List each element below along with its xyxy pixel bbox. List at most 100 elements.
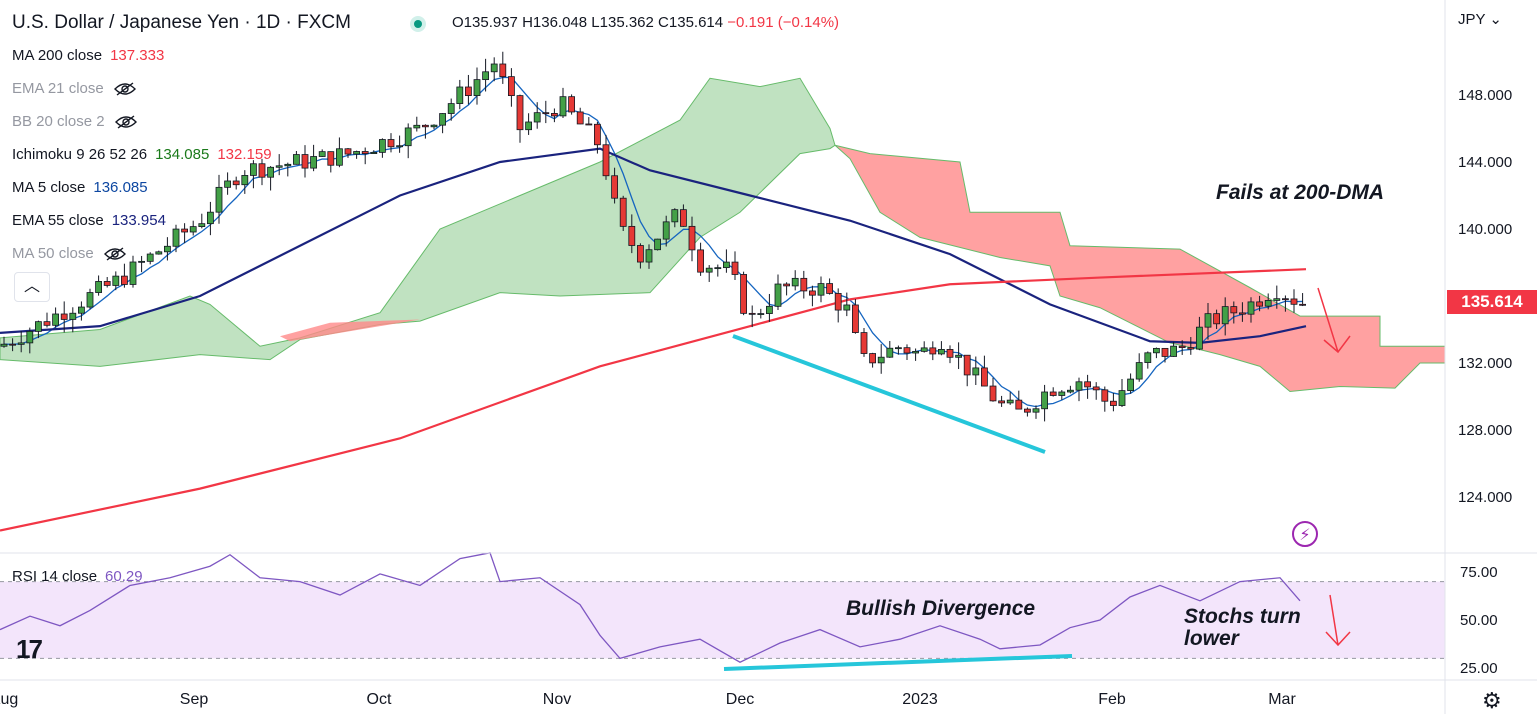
candle-body — [344, 148, 352, 155]
price-tick-label: 128.000 — [1458, 422, 1512, 439]
price-tick-label: 124.000 — [1458, 489, 1512, 506]
candle-body — [748, 312, 756, 315]
annotation-dma[interactable]: Fails at 200-DMA — [1216, 181, 1385, 204]
candle-body — [1032, 408, 1040, 413]
tradingview-logo[interactable]: 17 — [16, 634, 43, 664]
eye-off-icon[interactable] — [114, 115, 137, 129]
legend-ema21[interactable]: EMA 21 close — [12, 79, 136, 99]
candle-body — [1110, 400, 1117, 406]
candle-body — [421, 124, 429, 128]
eye-off-icon[interactable] — [103, 247, 126, 261]
rsi-line — [0, 552, 1301, 663]
candle-body — [705, 267, 713, 273]
legend-bb20[interactable]: BB 20 close 2 — [12, 112, 137, 132]
annotation-divergence[interactable]: Bullish Divergence — [846, 597, 1036, 620]
time-tick-label: 2023 — [902, 691, 938, 708]
market-status-icon[interactable] — [410, 16, 426, 32]
candle-body — [86, 292, 94, 308]
candle-body — [680, 209, 687, 227]
eye-off-icon[interactable] — [113, 82, 136, 96]
candle-body — [516, 95, 524, 131]
candle-body — [1015, 399, 1023, 410]
low-value: L135.362 — [591, 14, 654, 31]
collapse-legend-button[interactable]: ︿ — [14, 272, 50, 302]
candle-body — [181, 228, 189, 233]
candle-body — [146, 253, 154, 262]
indicator-value: 133.954 — [111, 212, 166, 229]
candle-body — [1247, 301, 1255, 315]
candle-body — [284, 163, 292, 167]
candle-body — [1006, 399, 1014, 404]
candle-body — [26, 331, 34, 344]
candle-body — [439, 113, 447, 126]
legend-ma5[interactable]: MA 5 close 136.085 — [12, 178, 148, 198]
legend-ma200[interactable]: MA 200 close 137.333 — [12, 46, 164, 66]
candle-body — [301, 154, 309, 169]
candle-body — [662, 221, 670, 240]
candle-body — [783, 283, 790, 287]
candle-body — [327, 151, 335, 166]
candle-body — [1101, 389, 1109, 402]
candle-body — [198, 223, 206, 227]
indicator-value-2: 132.159 — [217, 146, 272, 163]
indicator-label: BB 20 close 2 — [12, 113, 105, 130]
down-arrow — [1317, 287, 1351, 354]
price-tick-label: 148.000 — [1458, 87, 1512, 104]
rsi-legend[interactable]: RSI 14 close 60.29 — [12, 568, 143, 585]
legend-ma50[interactable]: MA 50 close — [12, 244, 126, 264]
legend-ichimoku[interactable]: Ichimoku 9 26 52 26 134.085 132.159 — [12, 145, 272, 165]
candle-body — [1075, 381, 1083, 391]
candle-body — [1256, 301, 1263, 307]
candle-body — [1058, 391, 1066, 396]
indicator-label: MA 5 close — [12, 179, 86, 196]
candle-body — [619, 197, 627, 227]
trendlines — [723, 287, 1351, 671]
candle-body — [155, 251, 163, 255]
candle-body — [852, 304, 859, 333]
candle-body — [249, 163, 257, 176]
candle-body — [1041, 391, 1048, 410]
annotation-stochs[interactable]: Stochs turn lower — [1184, 606, 1301, 650]
ichimoku-cloud — [0, 77, 1446, 392]
candle-body — [963, 354, 971, 376]
price-trendline — [732, 334, 1046, 454]
candle-body — [1153, 347, 1160, 354]
candle-body — [232, 180, 240, 186]
candle-body — [688, 225, 696, 251]
candle-body — [318, 151, 326, 157]
indicator-value: 134.085 — [155, 146, 210, 163]
gear-icon[interactable]: ⚙ — [1482, 688, 1502, 713]
candle-body — [1204, 313, 1212, 328]
candle-body — [0, 343, 8, 347]
candle-body — [1161, 347, 1169, 357]
candle-body — [576, 111, 584, 125]
candle-body — [353, 151, 361, 155]
lightning-icon[interactable]: ⚡ — [1292, 521, 1318, 547]
candle-body — [877, 356, 885, 364]
candle-body — [78, 306, 85, 314]
candle-body — [43, 321, 51, 326]
time-tick-label: Sep — [180, 691, 209, 708]
candle-body — [628, 225, 636, 246]
price-tick-label: 140.000 — [1458, 221, 1512, 238]
candle-body — [1187, 347, 1195, 350]
currency-selector[interactable]: JPY ⌄ — [1458, 10, 1502, 28]
indicator-label: Ichimoku 9 26 52 26 — [12, 146, 148, 163]
legend-ema55[interactable]: EMA 55 close 133.954 — [12, 211, 166, 231]
rsi-band — [0, 581, 1445, 659]
ohlc-readout: O135.937 H136.048 L135.362 C135.614 −0.1… — [452, 14, 839, 31]
candle-body — [60, 313, 68, 320]
candle-body — [886, 347, 894, 358]
candle-body — [740, 274, 747, 314]
candle-body — [1213, 313, 1220, 325]
candle-body — [533, 112, 541, 123]
candle-body — [834, 293, 842, 311]
symbol-title[interactable]: U.S. Dollar / Japanese Yen · 1D · FXCM — [12, 12, 351, 33]
last-price-tag: 135.614 — [1447, 290, 1537, 314]
candle-body — [163, 245, 171, 253]
candle-body — [542, 112, 550, 115]
candle-body — [1196, 326, 1203, 350]
candle-body — [826, 283, 833, 294]
candle-body — [697, 249, 704, 273]
